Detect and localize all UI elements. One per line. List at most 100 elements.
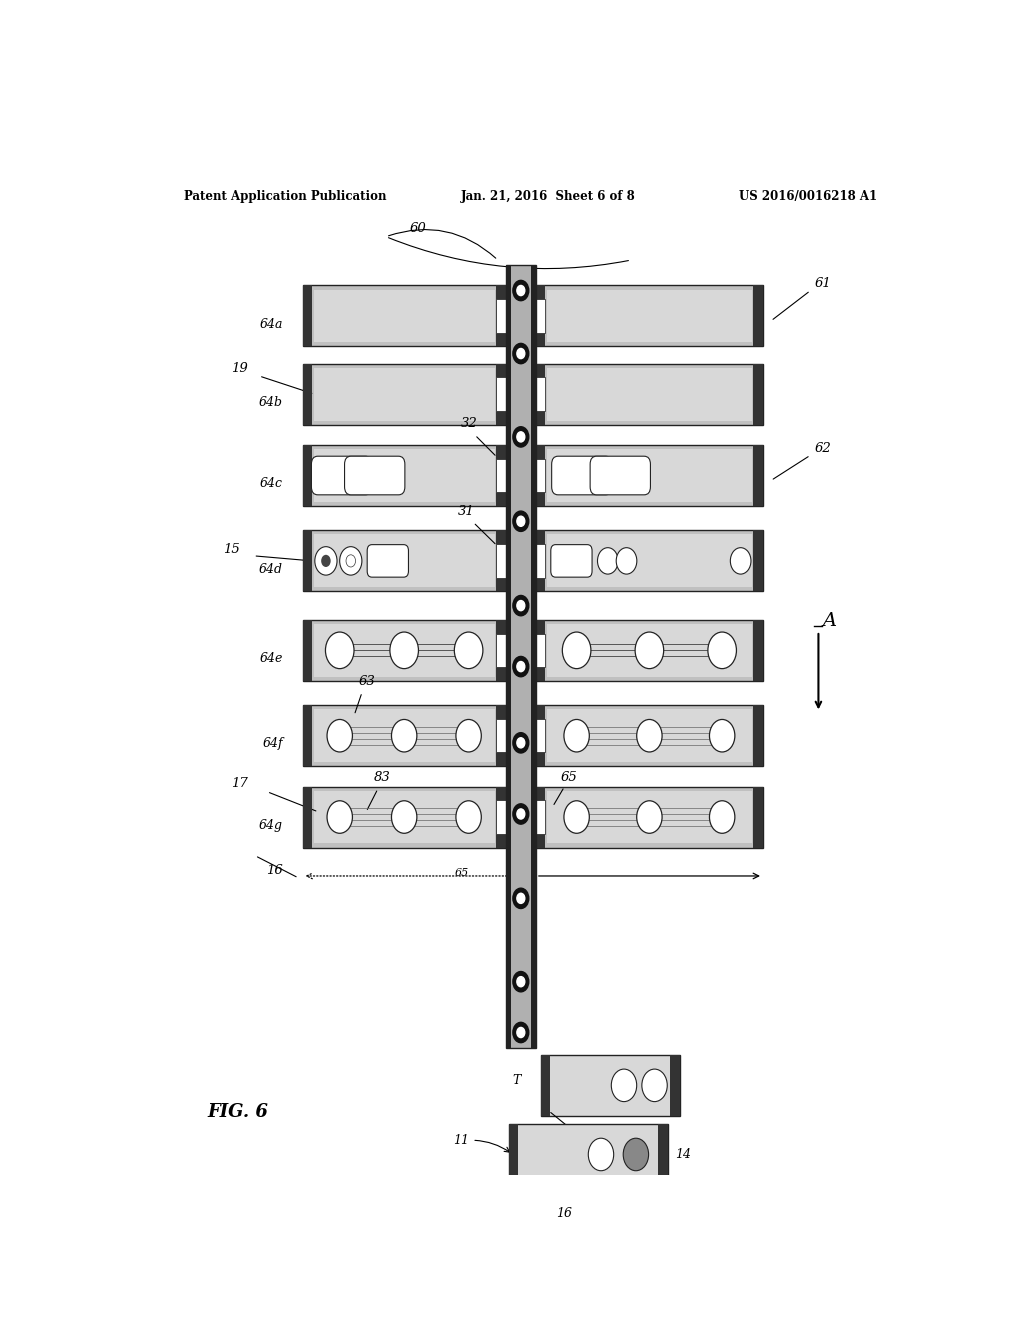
Circle shape bbox=[513, 511, 528, 532]
Circle shape bbox=[326, 632, 354, 669]
Text: 11: 11 bbox=[454, 1134, 510, 1152]
Circle shape bbox=[730, 548, 751, 574]
Bar bbox=[658, 1125, 668, 1185]
Bar bbox=[497, 705, 506, 766]
Circle shape bbox=[327, 719, 352, 752]
Bar bbox=[547, 791, 752, 843]
Bar bbox=[541, 1055, 680, 1115]
Bar bbox=[536, 705, 763, 766]
Bar bbox=[509, 1125, 518, 1185]
Bar bbox=[536, 800, 546, 834]
Bar bbox=[303, 787, 506, 847]
Bar bbox=[506, 265, 536, 1048]
Bar bbox=[497, 787, 506, 847]
Bar bbox=[754, 620, 763, 681]
Circle shape bbox=[327, 801, 352, 833]
Bar bbox=[303, 705, 506, 766]
Bar bbox=[303, 285, 312, 346]
Text: 64a: 64a bbox=[259, 318, 283, 330]
FancyBboxPatch shape bbox=[344, 457, 404, 495]
Bar bbox=[497, 531, 506, 591]
Circle shape bbox=[322, 554, 331, 568]
Bar bbox=[497, 459, 506, 492]
Bar bbox=[303, 445, 312, 506]
Text: 63: 63 bbox=[358, 675, 375, 688]
Text: FIG. 6: FIG. 6 bbox=[207, 1102, 268, 1121]
Bar bbox=[497, 445, 506, 506]
Circle shape bbox=[314, 546, 337, 576]
Circle shape bbox=[517, 601, 524, 611]
Text: 60: 60 bbox=[410, 222, 426, 235]
Circle shape bbox=[564, 719, 590, 752]
Circle shape bbox=[517, 1027, 524, 1038]
Text: 15: 15 bbox=[223, 543, 240, 556]
Circle shape bbox=[517, 516, 524, 527]
Circle shape bbox=[513, 426, 528, 447]
Bar bbox=[497, 634, 506, 667]
Text: 31: 31 bbox=[458, 506, 474, 519]
Bar bbox=[313, 791, 495, 843]
Bar bbox=[531, 265, 536, 1048]
Bar bbox=[506, 265, 536, 1048]
Text: 61: 61 bbox=[814, 277, 831, 290]
Bar bbox=[303, 705, 312, 766]
Circle shape bbox=[391, 719, 417, 752]
Circle shape bbox=[517, 348, 524, 359]
Bar bbox=[313, 289, 495, 342]
Circle shape bbox=[517, 285, 524, 296]
Circle shape bbox=[517, 809, 524, 818]
Bar bbox=[497, 800, 506, 834]
Bar bbox=[547, 624, 752, 677]
Bar bbox=[536, 378, 546, 411]
Bar bbox=[497, 300, 506, 333]
Bar bbox=[536, 445, 546, 506]
Bar bbox=[509, 1125, 668, 1185]
Bar bbox=[536, 531, 546, 591]
Bar bbox=[536, 719, 546, 752]
Circle shape bbox=[710, 801, 735, 833]
Circle shape bbox=[340, 546, 361, 576]
Text: US 2016/0016218 A1: US 2016/0016218 A1 bbox=[739, 190, 878, 202]
Text: 16: 16 bbox=[266, 865, 283, 878]
Text: 64b: 64b bbox=[259, 396, 283, 409]
Circle shape bbox=[346, 554, 355, 568]
Bar bbox=[536, 620, 763, 681]
FancyBboxPatch shape bbox=[551, 545, 592, 577]
Circle shape bbox=[611, 1069, 637, 1102]
Text: 64e: 64e bbox=[259, 652, 283, 665]
Text: 65: 65 bbox=[560, 771, 578, 784]
Bar bbox=[547, 289, 752, 342]
Bar bbox=[497, 364, 506, 425]
Circle shape bbox=[513, 343, 528, 364]
Bar bbox=[313, 709, 495, 762]
Circle shape bbox=[562, 632, 591, 669]
Text: Jan. 21, 2016  Sheet 6 of 8: Jan. 21, 2016 Sheet 6 of 8 bbox=[461, 190, 636, 202]
Bar bbox=[303, 531, 506, 591]
Circle shape bbox=[708, 632, 736, 669]
Bar bbox=[754, 285, 763, 346]
Text: 32: 32 bbox=[461, 417, 478, 430]
Text: 64f: 64f bbox=[262, 738, 283, 750]
Circle shape bbox=[513, 733, 528, 752]
Circle shape bbox=[513, 1022, 528, 1043]
FancyBboxPatch shape bbox=[590, 457, 650, 495]
Bar bbox=[754, 531, 763, 591]
Circle shape bbox=[513, 656, 528, 677]
Circle shape bbox=[588, 1138, 613, 1171]
Bar bbox=[536, 544, 546, 578]
Circle shape bbox=[513, 888, 528, 908]
Bar bbox=[541, 1055, 550, 1115]
Text: 65: 65 bbox=[455, 869, 469, 878]
Circle shape bbox=[513, 804, 528, 824]
Text: Patent Application Publication: Patent Application Publication bbox=[183, 190, 386, 202]
Circle shape bbox=[564, 801, 590, 833]
Bar bbox=[754, 787, 763, 847]
Bar bbox=[536, 787, 763, 847]
Bar bbox=[497, 620, 506, 681]
Bar bbox=[536, 285, 763, 346]
Circle shape bbox=[390, 632, 419, 669]
Circle shape bbox=[456, 801, 481, 833]
Bar bbox=[536, 445, 763, 506]
Bar bbox=[547, 449, 752, 502]
Bar bbox=[497, 719, 506, 752]
